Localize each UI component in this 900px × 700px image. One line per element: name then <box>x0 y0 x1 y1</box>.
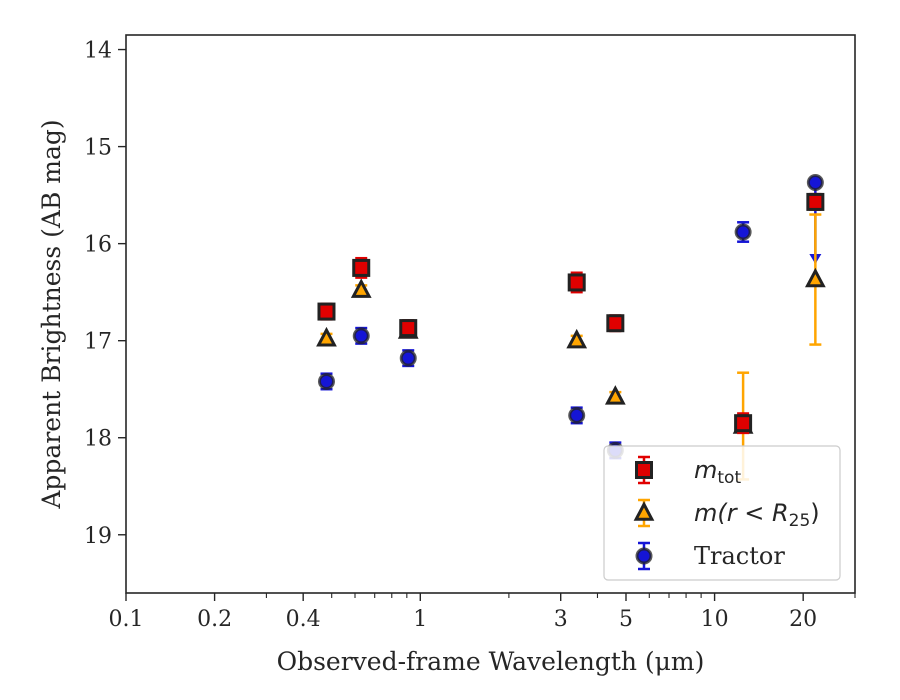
x-tick-label: 0.2 <box>197 607 232 632</box>
x-tick-label: 5 <box>619 607 633 632</box>
data-point-circle <box>568 406 586 424</box>
legend-marker-circle <box>635 547 653 565</box>
x-tick-label: 1 <box>413 607 427 632</box>
legend-box <box>603 445 841 581</box>
y-tick-label: 14 <box>84 39 112 64</box>
x-tick-label: 20 <box>789 607 817 632</box>
data-point-square <box>317 302 336 321</box>
y-tick-label: 17 <box>84 330 112 355</box>
x-tick-label: 10 <box>701 607 729 632</box>
data-point-circle <box>399 349 417 367</box>
legend-marker-triangle <box>633 501 655 521</box>
y-tick-label: 16 <box>84 233 112 258</box>
data-point-square <box>352 258 371 277</box>
data-point-circle <box>734 223 752 241</box>
data-layer <box>316 174 826 481</box>
data-point-triangle <box>804 267 826 288</box>
y-tick-label: 19 <box>84 524 112 549</box>
x-axis-label: Observed-frame Wavelength (μm) <box>277 647 705 676</box>
y-axis-label: Apparent Brightness (AB mag) <box>37 119 66 509</box>
data-point-triangle <box>350 278 372 298</box>
data-point-square <box>806 192 825 211</box>
legend-marker-square <box>635 461 653 479</box>
legend-label: mtot <box>694 456 741 488</box>
series-triangle <box>316 213 826 481</box>
data-point-triangle <box>316 326 337 347</box>
data-point-square <box>734 414 753 433</box>
data-point-square <box>606 314 625 333</box>
plot-area-frame <box>125 34 856 594</box>
data-point-circle <box>317 372 335 390</box>
data-point-square <box>567 273 586 292</box>
series-square <box>317 192 825 435</box>
legend: mtot m(r < R25) Tractor <box>603 445 841 581</box>
y-tick-label: 15 <box>84 136 112 161</box>
legend-label: Tractor <box>694 542 785 570</box>
x-tick-label: 3 <box>554 607 568 632</box>
data-point-square <box>399 319 418 338</box>
data-point-triangle <box>566 328 588 349</box>
data-point-triangle <box>604 385 626 405</box>
x-tick-label: 0.1 <box>109 607 144 632</box>
legend-label: m(r < R25) <box>694 499 820 531</box>
x-tick-label: 0.4 <box>286 607 321 632</box>
data-point-circle <box>352 327 370 345</box>
data-point-circle <box>806 174 824 192</box>
axes-frame: 0.1 0.2 0.4 1 3 5 10 20 14 15 16 17 18 19 <box>84 34 856 632</box>
y-tick-label: 18 <box>84 427 112 452</box>
